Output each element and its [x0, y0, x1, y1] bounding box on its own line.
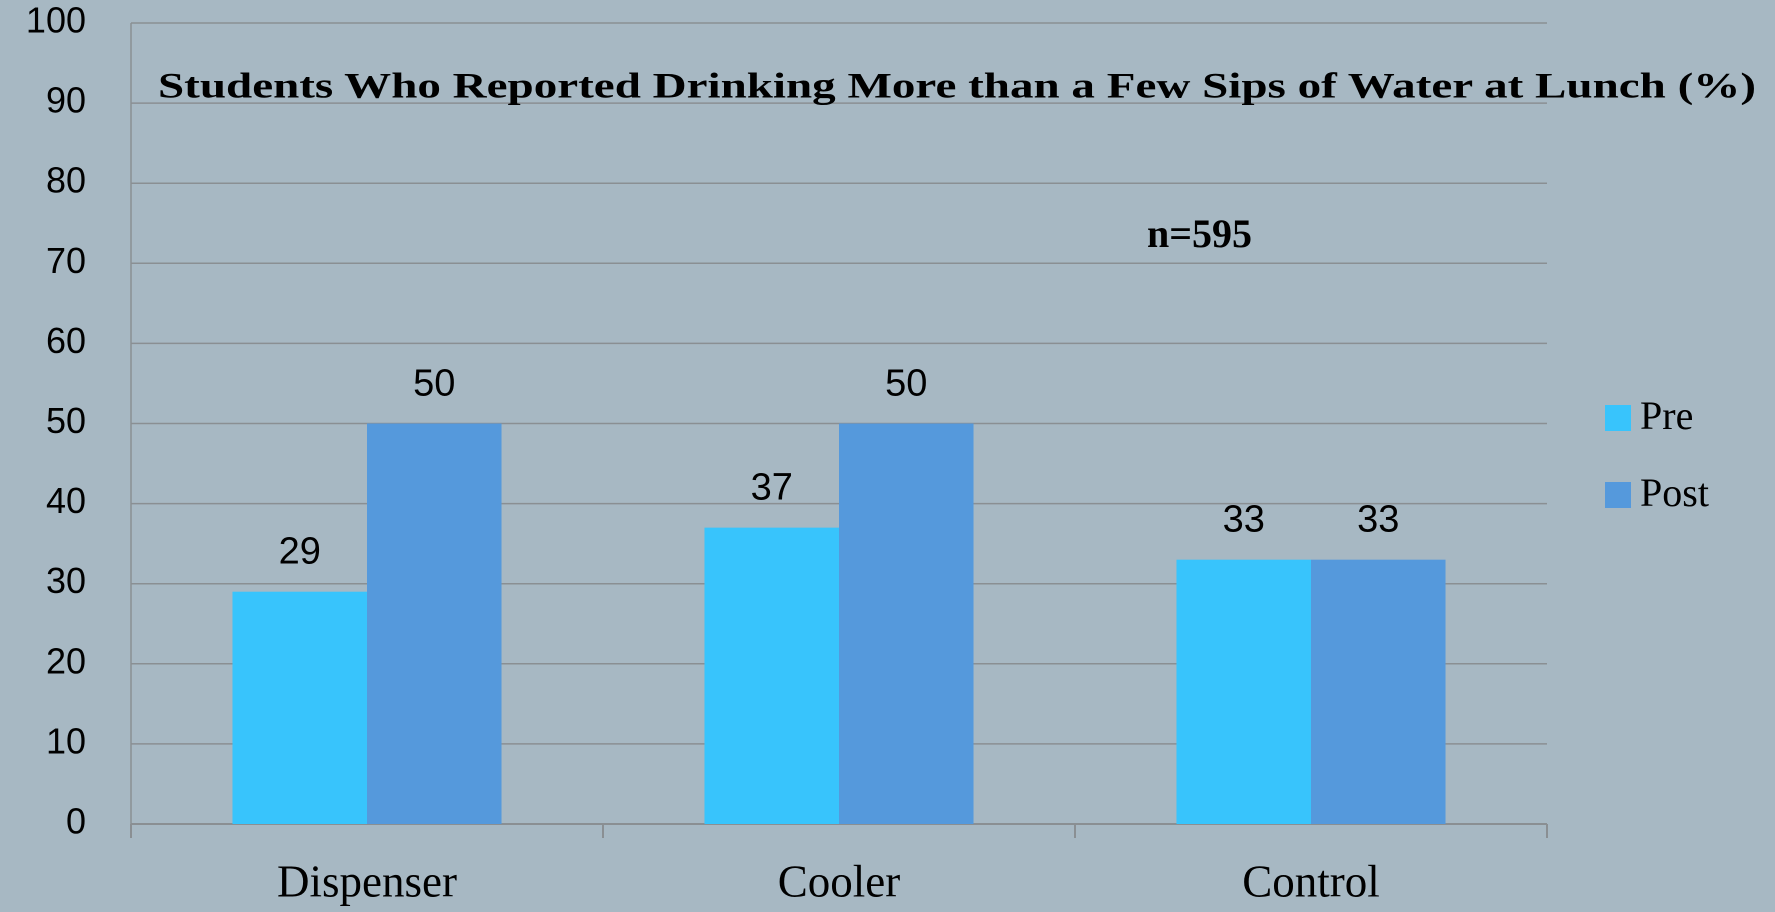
annotation: n=595 — [1147, 211, 1252, 256]
bar — [1176, 559, 1311, 824]
legend-label: Post — [1640, 470, 1709, 515]
y-tick-label: 100 — [26, 0, 86, 41]
legend-label: Pre — [1640, 393, 1693, 438]
y-tick-label: 70 — [46, 240, 86, 281]
y-tick-label: 80 — [46, 160, 86, 201]
data-label: 50 — [413, 363, 455, 405]
bar — [232, 591, 367, 824]
y-tick-label: 50 — [46, 400, 86, 441]
data-label: 33 — [1223, 499, 1265, 541]
data-label: 33 — [1357, 499, 1399, 541]
data-label: 37 — [751, 467, 793, 509]
y-tick-label: 60 — [46, 320, 86, 361]
bar — [839, 423, 974, 824]
legend-swatch — [1605, 482, 1631, 508]
y-tick-label: 30 — [46, 560, 86, 601]
legend-swatch — [1605, 405, 1631, 431]
y-tick-label: 90 — [46, 80, 86, 121]
chart-title: Students Who Reported Drinking More than… — [158, 65, 1756, 105]
y-tick-label: 40 — [46, 480, 86, 521]
bar — [1311, 559, 1446, 824]
x-tick-label: Dispenser — [277, 856, 457, 906]
data-label: 50 — [885, 363, 927, 405]
bar — [367, 423, 502, 824]
x-tick-label: Cooler — [778, 856, 900, 906]
data-label: 29 — [279, 531, 321, 573]
y-tick-label: 20 — [46, 640, 86, 681]
x-tick-label: Control — [1242, 856, 1380, 906]
y-tick-label: 0 — [66, 801, 86, 842]
bar — [704, 527, 839, 824]
y-tick-label: 10 — [46, 720, 86, 761]
